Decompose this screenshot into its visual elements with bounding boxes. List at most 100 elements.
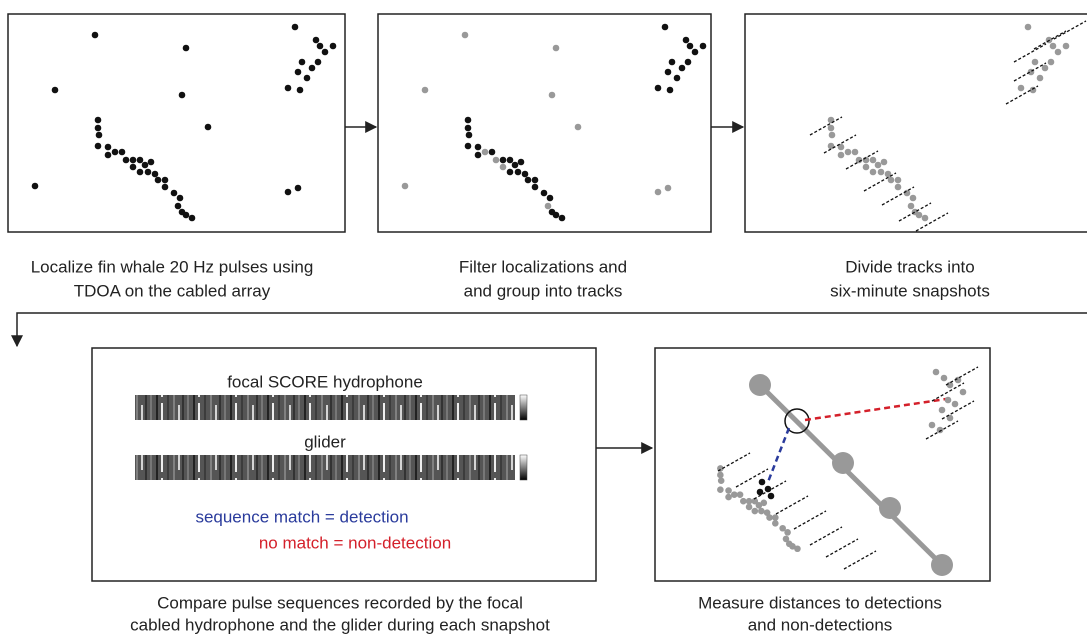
localization bbox=[145, 169, 152, 176]
spectrogram bbox=[135, 455, 515, 480]
localization bbox=[105, 144, 112, 151]
localization bbox=[475, 144, 482, 151]
localization bbox=[162, 177, 169, 184]
localization bbox=[718, 477, 725, 484]
localization bbox=[665, 69, 672, 76]
legend-match: sequence match = detection bbox=[195, 507, 408, 526]
localization bbox=[941, 375, 948, 382]
localization bbox=[761, 500, 768, 507]
localization bbox=[655, 85, 662, 92]
localization bbox=[1050, 43, 1057, 50]
localization bbox=[95, 117, 102, 124]
localization bbox=[947, 382, 954, 389]
localization bbox=[541, 190, 548, 197]
localization bbox=[937, 427, 944, 434]
caption: TDOA on the cabled array bbox=[74, 281, 271, 300]
localization bbox=[759, 479, 766, 486]
localization bbox=[731, 491, 738, 498]
localization bbox=[717, 486, 724, 493]
localization bbox=[189, 215, 196, 222]
localization bbox=[500, 157, 507, 164]
localization bbox=[285, 189, 292, 196]
localization bbox=[786, 541, 793, 548]
localization bbox=[130, 164, 137, 171]
localization bbox=[500, 164, 507, 171]
localization bbox=[507, 169, 514, 176]
localization bbox=[679, 65, 686, 72]
localization bbox=[299, 59, 306, 66]
localization bbox=[532, 184, 539, 191]
localization bbox=[757, 489, 764, 496]
localization bbox=[304, 75, 311, 82]
localization bbox=[317, 43, 324, 50]
localization bbox=[32, 183, 39, 190]
caption: Compare pulse sequences recorded by the … bbox=[157, 593, 523, 612]
localization bbox=[96, 132, 103, 139]
panel-filter bbox=[378, 14, 711, 232]
localization bbox=[878, 169, 885, 176]
localization bbox=[309, 65, 316, 72]
caption: Localize fin whale 20 Hz pulses using bbox=[31, 257, 314, 276]
localization bbox=[674, 75, 681, 82]
caption: and non-detections bbox=[748, 615, 893, 634]
localization bbox=[559, 215, 566, 222]
localization bbox=[322, 49, 329, 56]
localization bbox=[295, 185, 302, 192]
localization bbox=[700, 43, 707, 50]
localization bbox=[845, 149, 852, 156]
workflow-diagram: focal SCORE hydrophone glider sequence m… bbox=[0, 0, 1087, 636]
spectrogram-title: focal SCORE hydrophone bbox=[227, 372, 423, 391]
localization bbox=[532, 177, 539, 184]
localization bbox=[794, 545, 801, 552]
legend-no-match: no match = non-detection bbox=[259, 533, 451, 552]
localization bbox=[960, 389, 967, 396]
localization bbox=[123, 157, 130, 164]
localization bbox=[205, 124, 212, 131]
localization bbox=[669, 59, 676, 66]
localization bbox=[881, 159, 888, 166]
page: focal SCORE hydrophone glider sequence m… bbox=[0, 0, 1087, 641]
localization bbox=[1063, 43, 1070, 50]
panel-localize bbox=[8, 14, 345, 232]
localization bbox=[183, 45, 190, 52]
panel-measure bbox=[655, 348, 990, 581]
localization bbox=[297, 87, 304, 94]
localization bbox=[667, 87, 674, 94]
localization bbox=[1032, 59, 1039, 66]
localization bbox=[545, 203, 552, 210]
localization bbox=[466, 132, 473, 139]
localization bbox=[489, 149, 496, 156]
localization bbox=[933, 369, 940, 376]
localization bbox=[746, 498, 753, 505]
localization bbox=[922, 215, 929, 222]
localization bbox=[95, 143, 102, 150]
localization bbox=[838, 152, 845, 159]
localization bbox=[766, 514, 773, 521]
localization bbox=[870, 169, 877, 176]
localization bbox=[105, 152, 112, 159]
localization bbox=[465, 117, 472, 124]
caption: six-minute snapshots bbox=[830, 281, 990, 300]
localization bbox=[772, 520, 779, 527]
localization bbox=[685, 59, 692, 66]
localization bbox=[171, 190, 178, 197]
localization bbox=[692, 49, 699, 56]
localization bbox=[852, 149, 859, 156]
localization bbox=[465, 143, 472, 150]
localization bbox=[863, 164, 870, 171]
caption: cabled hydrophone and the glider during … bbox=[130, 615, 550, 634]
localization bbox=[515, 169, 522, 176]
localization bbox=[330, 43, 337, 50]
localization bbox=[525, 177, 532, 184]
localization bbox=[875, 162, 882, 169]
localization bbox=[92, 32, 99, 39]
localization bbox=[1018, 85, 1025, 92]
localization bbox=[152, 171, 159, 178]
localization bbox=[870, 157, 877, 164]
localization bbox=[725, 494, 732, 501]
localization bbox=[137, 169, 144, 176]
localization bbox=[512, 162, 519, 169]
localization bbox=[575, 124, 582, 131]
localization bbox=[740, 498, 747, 505]
localization bbox=[177, 195, 184, 202]
